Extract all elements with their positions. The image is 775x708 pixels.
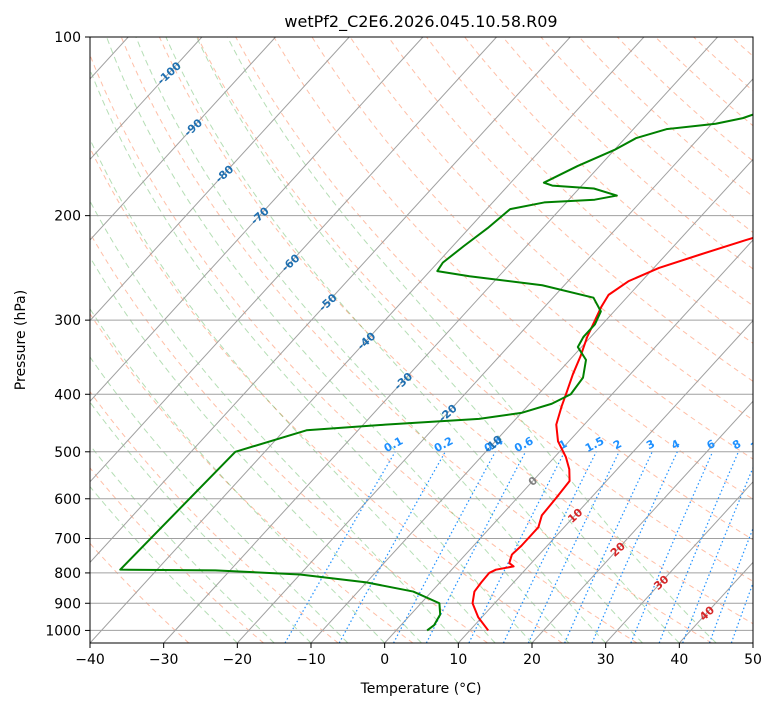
isotherm-line: [310, 158, 753, 643]
x-tick-label: 0: [380, 652, 389, 668]
isotherm-line: [90, 37, 497, 483]
dry-adiabat: [120, 37, 712, 643]
isotherm-line: [605, 481, 753, 643]
isotherm-line: [384, 239, 753, 643]
y-tick-label: 900: [54, 596, 81, 612]
chart-title: wetPf2_C2E6.2026.045.10.58.R09: [284, 12, 557, 32]
mixing-ratio-line: [393, 451, 496, 643]
moist-adiabat: [90, 401, 312, 643]
y-tick-label: 600: [54, 492, 81, 508]
background-lines: [90, 37, 753, 643]
mixing-ratio-line: [527, 451, 620, 643]
moist-adiabat: [106, 37, 570, 643]
moist-adiabat: [90, 256, 422, 643]
mixing-ratio-line: [502, 451, 597, 643]
x-tick-label: 50: [744, 652, 762, 668]
mixing-ratio-line: [591, 451, 678, 643]
moist-adiabat: [196, 37, 680, 643]
y-tick-label: 1000: [45, 623, 81, 639]
dry-adiabat: [90, 232, 488, 643]
mixing-ratio-line: [658, 451, 739, 643]
y-axis: 100 200 300 400 500 600 700 800 900 1000: [45, 30, 90, 639]
dewpoint-profile: [119, 113, 753, 632]
moist-adiabat: [90, 68, 533, 643]
x-tick-label: −20: [223, 652, 253, 668]
dry-adiabat: [90, 390, 339, 643]
x-tick-label: −30: [149, 652, 179, 668]
x-axis-label: Temperature (°C): [360, 681, 482, 697]
isotherm-line: [457, 319, 753, 643]
dry-adiabat: [197, 37, 753, 582]
isotherm-line: [90, 37, 645, 643]
x-tick-label: 20: [523, 652, 541, 668]
y-tick-label: 200: [54, 209, 81, 225]
mixing-ratio-line: [564, 451, 653, 643]
isotherm-line: [90, 37, 571, 564]
x-tick-label: −40: [75, 652, 105, 668]
y-axis-label: Pressure (hPa): [13, 290, 29, 390]
y-tick-label: 400: [54, 387, 81, 403]
profile-lines: [119, 113, 753, 632]
mixing-ratio-line: [338, 451, 446, 643]
x-axis: −40 −30 −20 −10 0 10 20 30 40 50: [75, 643, 762, 668]
x-tick-label: 10: [449, 652, 467, 668]
mixing-ratio-line: [284, 451, 396, 643]
y-tick-label: 700: [54, 532, 81, 548]
moist-adiabat: [90, 485, 238, 643]
y-tick-label: 300: [54, 313, 81, 329]
dry-adiabat: [158, 37, 753, 625]
mixing-ratio-label: 10: [748, 435, 768, 454]
x-tick-label: 30: [597, 652, 615, 668]
isotherm-line: [531, 400, 753, 643]
dry-adiabat: [90, 467, 264, 643]
isotherm-line: [90, 37, 203, 161]
moist-adiabat: [135, 37, 607, 643]
y-tick-label: 100: [54, 30, 81, 46]
dry-adiabat: [90, 53, 638, 643]
moist-adiabat: [90, 200, 459, 643]
isotherm-line: [236, 78, 753, 643]
plot-frame: [89, 36, 754, 644]
isotherm-line: [90, 37, 276, 241]
x-tick-label: 40: [670, 652, 688, 668]
y-tick-label: 800: [54, 566, 81, 582]
moist-adiabat: [90, 138, 496, 643]
dry-adiabat: [235, 37, 753, 541]
isotherm-line: [90, 37, 350, 322]
dry-adiabat: [90, 146, 563, 643]
temperature-profile: [471, 236, 753, 632]
x-tick-label: −10: [296, 652, 326, 668]
isotherm-line: [163, 37, 718, 643]
moist-adiabat: [165, 37, 643, 643]
y-tick-label: 500: [54, 445, 81, 461]
mixing-ratio-line: [630, 451, 714, 643]
moist-adiabat: [90, 444, 275, 643]
isotherm-line: [90, 37, 424, 402]
moist-adiabat: [226, 37, 717, 643]
